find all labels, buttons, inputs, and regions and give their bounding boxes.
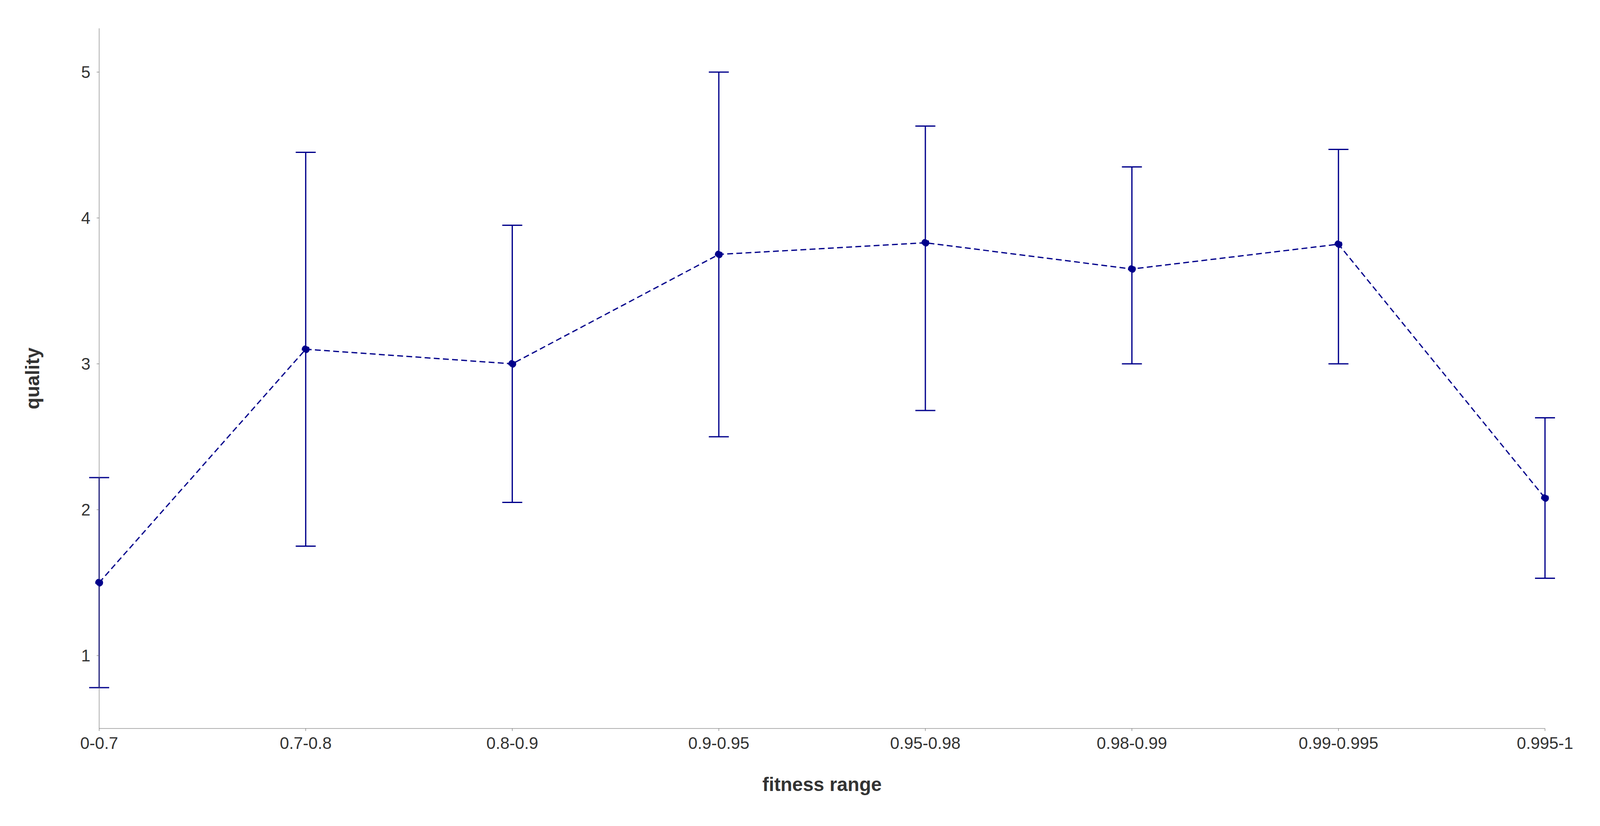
- svg-text:0.98-0.99: 0.98-0.99: [1096, 733, 1168, 753]
- svg-text:0-0.7: 0-0.7: [80, 733, 118, 753]
- svg-text:0.995-1: 0.995-1: [1516, 733, 1574, 753]
- svg-text:5: 5: [81, 62, 91, 82]
- svg-text:0.7-0.8: 0.7-0.8: [279, 733, 332, 753]
- svg-text:0.95-0.98: 0.95-0.98: [890, 733, 961, 753]
- svg-text:2: 2: [81, 500, 91, 519]
- svg-text:quality: quality: [21, 347, 44, 410]
- svg-text:0.99-0.995: 0.99-0.995: [1298, 733, 1379, 753]
- svg-text:fitness range: fitness range: [762, 773, 882, 795]
- svg-text:0.8-0.9: 0.8-0.9: [486, 733, 539, 753]
- svg-text:0.9-0.95: 0.9-0.95: [688, 733, 750, 753]
- svg-text:1: 1: [81, 646, 91, 665]
- svg-text:3: 3: [81, 354, 91, 373]
- svg-text:4: 4: [81, 208, 91, 228]
